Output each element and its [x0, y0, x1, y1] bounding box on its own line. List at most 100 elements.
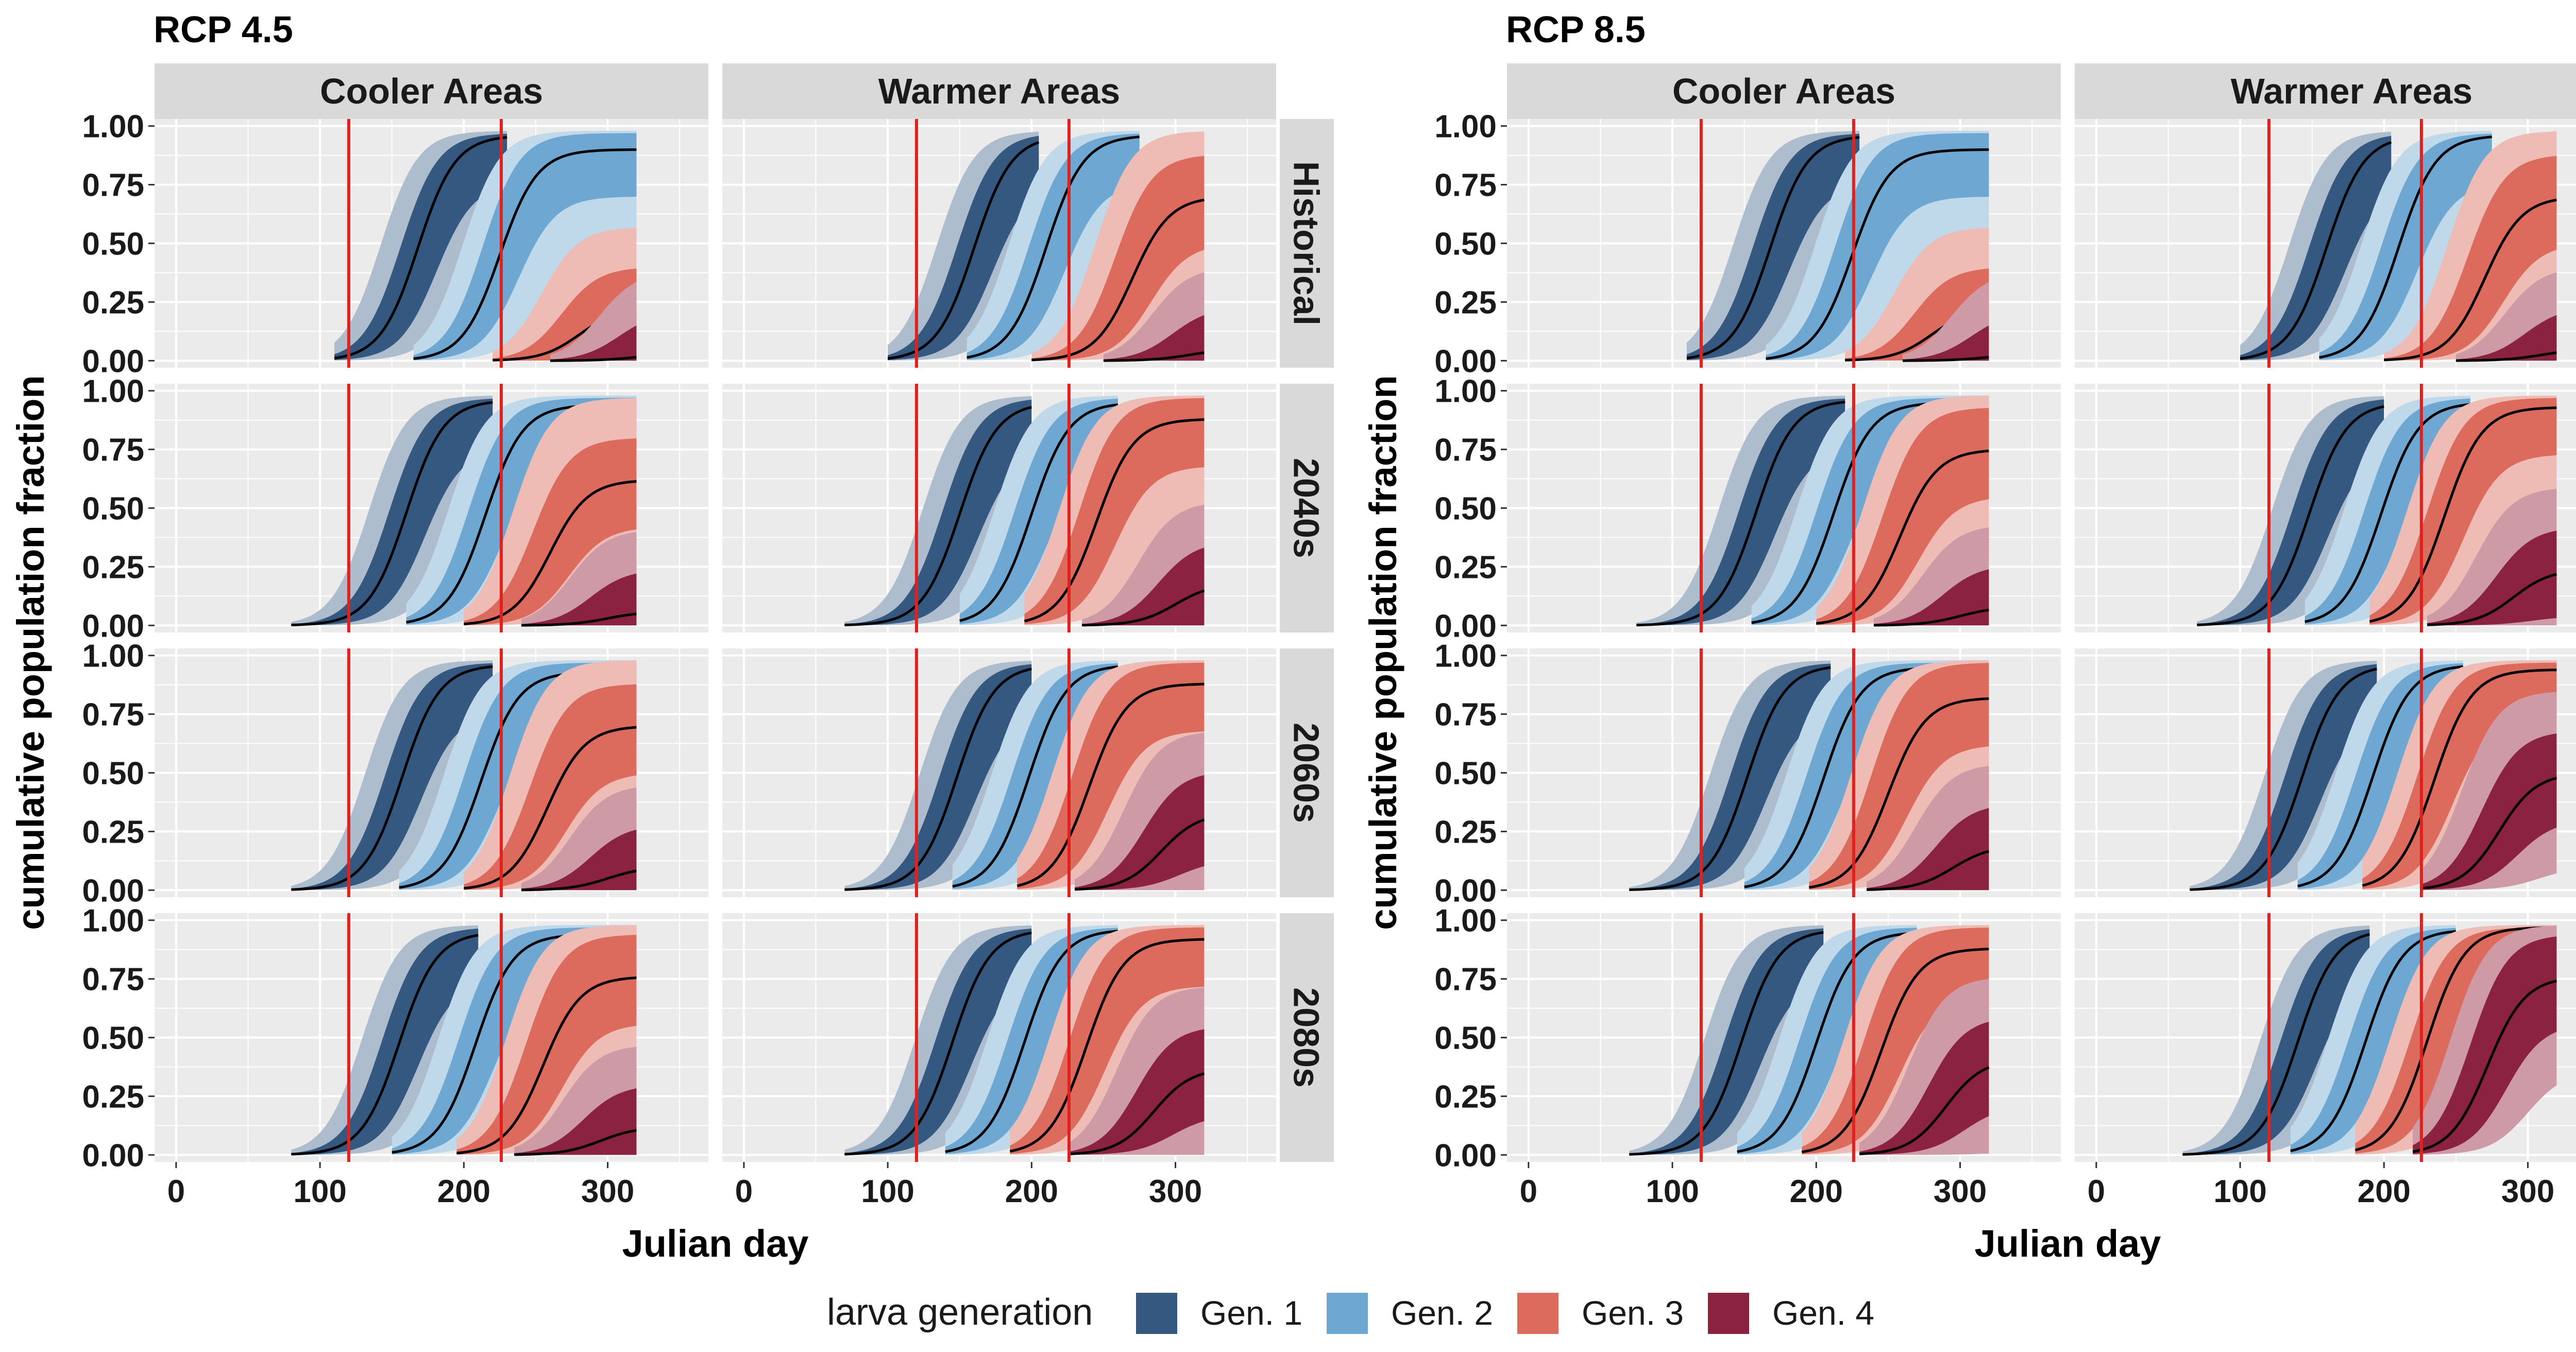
y-tick-label: 1.00 — [1434, 374, 1497, 409]
median-line-gen-3 — [2354, 926, 2557, 1152]
x-tick-label: 200 — [1005, 1174, 1058, 1209]
band-50-gen-3 — [1802, 927, 1989, 1154]
median-line-gen-1 — [1629, 666, 1831, 891]
median-line-gen-4 — [1873, 608, 1989, 627]
band-50-gen-4 — [1075, 775, 1205, 891]
x-axis-title: Julian day — [1975, 1222, 2161, 1265]
panel-warmer-areas-2060s — [2075, 648, 2576, 897]
band-50-gen-1 — [291, 399, 493, 626]
x-tick-label: 200 — [1790, 1174, 1843, 1209]
band-50-gen-4 — [1103, 315, 1205, 361]
strip-row-historical — [1280, 119, 1334, 368]
band-50-gen-2 — [1744, 662, 1989, 889]
band-50-gen-4 — [550, 325, 637, 361]
median-line-gen-3 — [1031, 198, 1205, 362]
panel-warmer-areas-2040s — [2075, 384, 2576, 632]
panel-cooler-areas-2080s: 0.00 0.25 0.50 0.75 1.00 0 100 200 300 — [82, 903, 708, 1209]
y-axis-title: cumulative population fraction — [9, 375, 52, 930]
y-tick-label: 0.00 — [82, 344, 144, 379]
band-50-gen-4 — [2420, 733, 2557, 890]
x-tick-label: 0 — [2088, 1174, 2105, 1209]
y-tick-label: 0.00 — [82, 608, 144, 644]
band-50-gen-2 — [392, 927, 637, 1154]
panel-cooler-areas-2060s: 0.00 0.25 0.50 0.75 1.00 — [82, 639, 708, 909]
y-tick-label: 0.25 — [1434, 1079, 1497, 1115]
band-50-gen-1 — [844, 664, 1032, 890]
strip-column-cooler-areas — [155, 63, 708, 119]
y-tick-label: 1.00 — [82, 109, 144, 145]
y-tick-label: 0.50 — [82, 491, 144, 527]
median-line-gen-4 — [1074, 818, 1205, 891]
legend-key-gen-2 — [1327, 1293, 1368, 1334]
x-tick-label: 100 — [1646, 1174, 1699, 1209]
median-line-gen-4 — [1082, 589, 1205, 627]
y-tick-label: 0.25 — [82, 1079, 144, 1115]
strip-row-2040s — [1280, 384, 1334, 632]
band-50-gen-4 — [2427, 530, 2557, 626]
strip-row-label: 2040s — [1286, 458, 1327, 558]
median-line-gen-4 — [550, 356, 637, 362]
median-line-gen-3 — [1816, 450, 1989, 625]
y-tick-label: 0.00 — [1434, 608, 1497, 644]
x-tick-label: 200 — [437, 1174, 490, 1209]
charts-layer: RCP 4.5 Cooler Areas Warmer Areas Historica… — [9, 9, 2576, 1265]
median-line-gen-3 — [464, 726, 637, 890]
x-tick-label: 0 — [735, 1174, 753, 1209]
median-line-gen-4 — [521, 869, 637, 892]
strip-column-label: Cooler Areas — [1672, 71, 1895, 111]
band-50-gen-4 — [1067, 1029, 1205, 1155]
y-tick-label: 0.50 — [82, 227, 144, 262]
band-50-gen-2 — [959, 399, 1118, 624]
x-tick-label: 100 — [293, 1174, 346, 1209]
band-50-gen-4 — [1902, 325, 1989, 361]
median-line-gen-4 — [1103, 351, 1205, 362]
median-line-gen-2 — [2304, 403, 2471, 623]
band-50-gen-1 — [2240, 135, 2392, 361]
y-tick-label: 1.00 — [82, 639, 144, 674]
strip-row-label: 2080s — [1286, 987, 1327, 1088]
median-line-gen-2 — [2297, 665, 2464, 887]
x-tick-label: 200 — [2358, 1174, 2411, 1209]
band-50-gen-1 — [2197, 399, 2384, 625]
median-line-gen-3 — [1024, 418, 1205, 623]
median-line-gen-1 — [291, 665, 493, 891]
median-line-gen-2 — [2290, 930, 2456, 1152]
band-50-gen-1 — [1629, 928, 1824, 1155]
band-50-gen-4 — [1859, 1021, 1989, 1155]
strip-row-label: 2060s — [1286, 723, 1327, 823]
x-tick-label: 100 — [861, 1174, 914, 1209]
median-line-gen-1 — [291, 934, 479, 1156]
y-tick-label: 0.25 — [1434, 285, 1497, 320]
median-line-gen-1 — [1636, 401, 1845, 627]
band-50-gen-3 — [464, 684, 637, 890]
median-line-gen-1 — [334, 136, 507, 360]
band-50-gen-3 — [464, 438, 637, 625]
panel-warmer-areas-2060s — [722, 648, 1276, 897]
median-line-gen-4 — [1867, 850, 1990, 891]
x-tick-label: 100 — [2213, 1174, 2266, 1209]
median-line-gen-3 — [1009, 938, 1205, 1153]
median-line-gen-1 — [1686, 136, 1860, 360]
chart-title: RCP 8.5 — [1506, 9, 1646, 50]
strip-column-warmer-areas — [722, 63, 1276, 119]
band-50-gen-4 — [1867, 808, 1989, 891]
band-50-gen-4 — [2413, 936, 2557, 1154]
panel-cooler-areas-historical: 0.00 0.25 0.50 0.75 1.00 — [1434, 109, 2061, 379]
y-tick-label: 0.75 — [1434, 962, 1497, 998]
band-50-gen-3 — [2369, 398, 2557, 625]
legend-label-gen-3: Gen. 3 — [1582, 1294, 1684, 1332]
y-tick-label: 0.00 — [82, 873, 144, 909]
legend-key-gen-3 — [1517, 1293, 1558, 1334]
band-50-gen-1 — [888, 135, 1039, 361]
legend-key-gen-1 — [1136, 1293, 1177, 1334]
median-line-gen-1 — [1629, 931, 1824, 1156]
y-tick-label: 0.75 — [1434, 697, 1497, 733]
y-tick-label: 0.00 — [1434, 1138, 1497, 1173]
x-axis-title: Julian day — [622, 1222, 809, 1265]
median-line-gen-4 — [521, 612, 637, 627]
y-tick-label: 0.75 — [82, 433, 144, 468]
y-tick-label: 0.75 — [82, 697, 144, 733]
panel-cooler-areas-historical: 0.00 0.25 0.50 0.75 1.00 — [82, 109, 708, 379]
band-50-gen-2 — [1751, 398, 1989, 625]
